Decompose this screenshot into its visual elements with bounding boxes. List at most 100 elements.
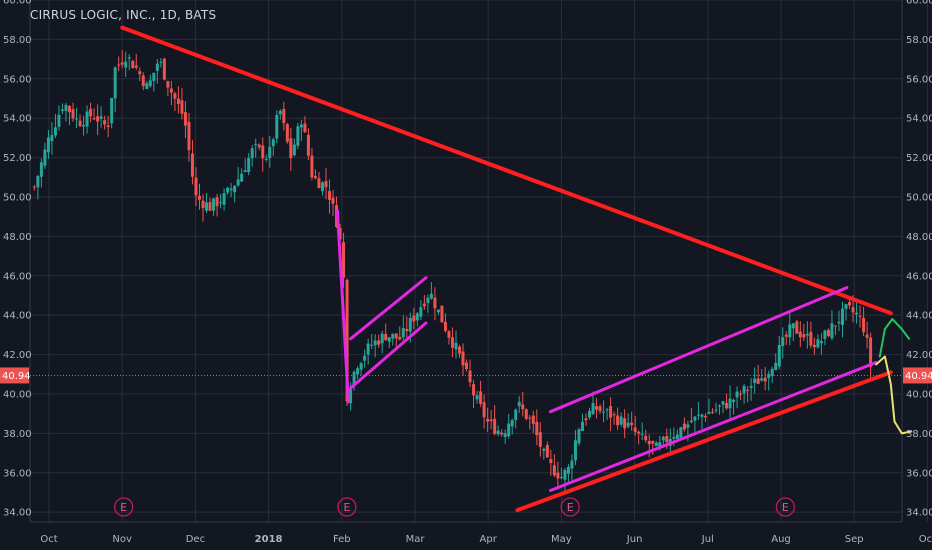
earnings-event-marker bbox=[114, 497, 134, 517]
y-tick-label-right: 50.00 bbox=[906, 192, 932, 203]
candle-body bbox=[588, 410, 592, 418]
y-tick-label-left: 46.00 bbox=[3, 271, 32, 282]
candle-body bbox=[131, 60, 135, 69]
candle-body bbox=[106, 125, 110, 128]
y-tick-label-left: 56.00 bbox=[3, 74, 32, 85]
candle-body bbox=[197, 195, 201, 200]
candle-body bbox=[798, 331, 802, 338]
candle-body bbox=[124, 61, 128, 68]
trendline-magenta-channel-lower bbox=[548, 360, 878, 492]
candle-body bbox=[60, 109, 64, 111]
candle-body bbox=[486, 418, 490, 422]
candle-body bbox=[183, 112, 187, 126]
candle-body bbox=[78, 120, 82, 126]
candle-body bbox=[795, 321, 799, 334]
candle-body bbox=[682, 423, 686, 430]
candle-body bbox=[809, 331, 813, 346]
candle-body bbox=[524, 409, 528, 419]
candle-body bbox=[176, 98, 180, 104]
candle-body bbox=[595, 406, 599, 410]
candle-body bbox=[658, 442, 662, 447]
y-tick-label-left: 38.00 bbox=[3, 429, 32, 440]
candle-body bbox=[85, 111, 89, 127]
y-tick-label-right: 46.00 bbox=[906, 271, 932, 282]
candle-body bbox=[805, 333, 809, 336]
candle-body bbox=[616, 415, 620, 426]
x-tick-label: Oct bbox=[919, 534, 932, 545]
candle-body bbox=[194, 177, 198, 196]
candle-body bbox=[545, 444, 549, 458]
candle-body bbox=[465, 362, 469, 369]
candle-body bbox=[777, 344, 781, 367]
candle-body bbox=[155, 63, 159, 71]
candle-body bbox=[134, 65, 138, 68]
y-tick-label-right: 52.00 bbox=[906, 153, 932, 164]
candle-body bbox=[542, 448, 546, 451]
candle-body bbox=[556, 472, 560, 479]
candle-body bbox=[693, 416, 697, 421]
candle-body bbox=[598, 406, 602, 412]
candle-body bbox=[117, 64, 121, 66]
grid bbox=[29, 0, 928, 523]
candle-body bbox=[714, 409, 718, 411]
candle-body bbox=[651, 440, 655, 444]
x-tick-label: Sep bbox=[845, 534, 864, 545]
candle-body bbox=[75, 118, 79, 120]
candle-body bbox=[461, 351, 465, 366]
candle-body bbox=[103, 120, 107, 125]
earnings-event-label: E bbox=[120, 501, 127, 514]
candle-body bbox=[774, 362, 778, 371]
candle-body bbox=[50, 135, 54, 142]
x-tick-label: Apr bbox=[480, 534, 498, 545]
candle-body bbox=[584, 418, 588, 421]
candle-body bbox=[53, 127, 57, 136]
earnings-event-label: E bbox=[782, 501, 789, 514]
candle-body bbox=[633, 427, 637, 433]
candle-body bbox=[373, 340, 377, 346]
candle-body bbox=[96, 116, 100, 122]
yellow-projection bbox=[875, 355, 913, 435]
candle-body bbox=[619, 416, 623, 425]
candle-body bbox=[570, 460, 574, 469]
candle-body bbox=[99, 116, 103, 119]
candle-body bbox=[138, 71, 142, 75]
candle-body bbox=[271, 139, 275, 147]
candle-body bbox=[573, 440, 577, 461]
projections bbox=[30, 318, 913, 435]
last-price-tag-left: 40.94 bbox=[2, 371, 31, 382]
candle-body bbox=[788, 324, 792, 338]
candle-body bbox=[412, 315, 416, 322]
candle-body bbox=[826, 329, 830, 337]
x-tick-label: 2018 bbox=[255, 534, 283, 545]
candle-body bbox=[436, 309, 440, 313]
candle-body bbox=[215, 197, 219, 207]
earnings-event-label: E bbox=[343, 501, 350, 514]
candle-body bbox=[510, 420, 514, 427]
candle-body bbox=[549, 458, 553, 464]
x-axis: Oct Nov Dec 2018 Feb Mar Apr May Jun Jul Aug Sep Oct bbox=[40, 534, 932, 545]
candle-body bbox=[703, 415, 707, 418]
last-price-tag-right: 40.94 bbox=[905, 371, 932, 382]
candle-body bbox=[426, 297, 430, 303]
candle-body bbox=[496, 430, 500, 435]
candle-body bbox=[626, 422, 630, 427]
y-tick-label-right: 48.00 bbox=[906, 232, 932, 243]
candle-body bbox=[458, 346, 462, 354]
candle-body bbox=[331, 197, 335, 204]
candle-body bbox=[169, 88, 173, 93]
candle-body bbox=[830, 323, 834, 339]
candle-body bbox=[812, 344, 816, 348]
x-tick-label: Aug bbox=[771, 534, 791, 545]
candle-body bbox=[89, 108, 93, 117]
trendlines[interactable] bbox=[120, 25, 893, 513]
candle-body bbox=[342, 242, 346, 278]
candle-body bbox=[377, 340, 381, 345]
candle-body bbox=[479, 391, 483, 404]
last-price-tag-left-bg bbox=[0, 367, 29, 384]
candle-body bbox=[517, 401, 521, 407]
candle-body bbox=[819, 341, 823, 344]
candle-body bbox=[282, 108, 286, 124]
candle-body bbox=[39, 162, 43, 177]
